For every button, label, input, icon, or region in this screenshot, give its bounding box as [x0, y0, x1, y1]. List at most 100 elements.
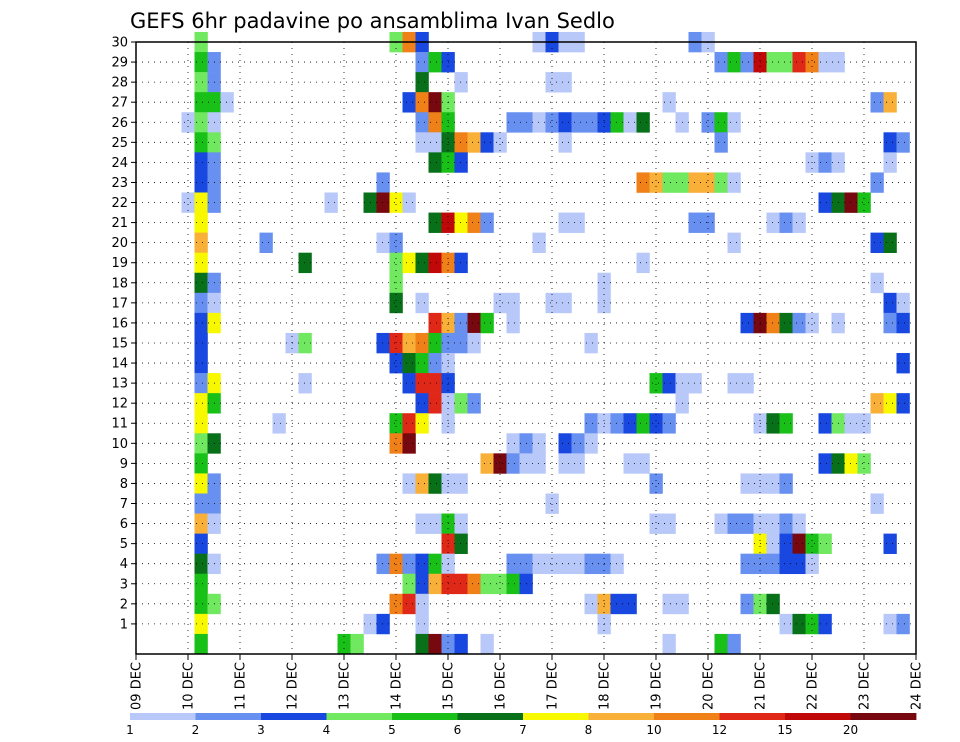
heatmap-cell — [428, 152, 442, 173]
x-tick-label: 15 DEC — [442, 662, 457, 710]
heatmap-cell — [428, 212, 442, 233]
heatmap-cell — [454, 152, 468, 173]
heatmap-cell — [454, 393, 468, 414]
heatmap-cell — [584, 112, 598, 133]
heatmap-cell — [766, 513, 780, 534]
y-tick-label: 6 — [120, 517, 128, 532]
heatmap-cell — [740, 553, 754, 575]
heatmap-cell — [194, 533, 208, 554]
x-tick-label: 19 DEC — [650, 662, 665, 710]
heatmap-cell — [662, 373, 676, 394]
heatmap-cell — [636, 112, 650, 133]
heatmap-cell — [506, 112, 520, 133]
heatmap-cell — [870, 172, 884, 193]
heatmap-cell — [480, 633, 494, 655]
heatmap-cell — [792, 553, 806, 575]
heatmap-cell — [194, 72, 208, 93]
heatmap-cell — [194, 493, 208, 514]
heatmap-cell — [194, 292, 208, 314]
heatmap-cell — [428, 473, 442, 494]
heatmap-cell — [701, 172, 715, 193]
heatmap-cell — [779, 613, 793, 635]
heatmap-cell — [818, 413, 832, 434]
heatmap-cell — [610, 413, 624, 434]
y-tick-label: 22 — [111, 196, 128, 211]
heatmap-cell — [688, 212, 702, 233]
heatmap-cell — [194, 353, 208, 374]
heatmap-cell — [857, 192, 871, 213]
heatmap-cell — [662, 633, 676, 655]
legend-swatch — [785, 713, 851, 720]
x-tick-label: 22 DEC — [806, 662, 821, 710]
heatmap-cell — [896, 393, 910, 414]
heatmap-cell — [727, 172, 741, 193]
heatmap-cell — [896, 132, 910, 153]
heatmap-cell — [480, 312, 494, 334]
heatmap-cell — [402, 353, 416, 374]
heatmap-cell — [428, 112, 442, 133]
heatmap-cell — [194, 413, 208, 434]
legend-label: 10 — [646, 723, 661, 737]
y-tick-label: 16 — [111, 316, 128, 331]
heatmap-cell — [259, 232, 273, 253]
heatmap-cell — [428, 513, 442, 534]
heatmap-cell — [415, 72, 429, 93]
heatmap-cell — [428, 633, 442, 655]
heatmap-cell — [766, 593, 780, 615]
legend-label: 5 — [388, 723, 396, 737]
heatmap-cell — [454, 473, 468, 494]
heatmap-cell — [584, 433, 598, 454]
heatmap-cell — [662, 172, 676, 193]
heatmap-cell — [389, 413, 403, 434]
heatmap-cell — [779, 513, 793, 534]
heatmap-cell — [415, 613, 429, 635]
heatmap-cell — [779, 212, 793, 233]
heatmap-cell — [415, 52, 429, 73]
x-tick-label: 10 DEC — [182, 662, 197, 710]
heatmap-cell — [181, 192, 195, 213]
heatmap-cell — [649, 473, 663, 494]
heatmap-cell — [415, 413, 429, 434]
heatmap-cell — [636, 172, 650, 193]
heatmap-cell — [740, 473, 754, 494]
heatmap-cell — [883, 152, 897, 173]
heatmap-cell — [701, 112, 715, 133]
heatmap-cell — [532, 232, 546, 253]
heatmap-cell — [545, 553, 559, 575]
heatmap-cell — [454, 573, 468, 595]
heatmap-cell — [883, 393, 897, 414]
heatmap-cell — [428, 373, 442, 394]
heatmap-cell — [740, 593, 754, 615]
heatmap-cell — [545, 112, 559, 133]
heatmap-cell — [740, 373, 754, 394]
heatmap-cell — [779, 473, 793, 494]
heatmap-cell — [402, 433, 416, 454]
heatmap-cell — [467, 212, 481, 233]
y-tick-label: 17 — [111, 296, 128, 311]
heatmap-cell — [714, 513, 728, 534]
heatmap-cell — [584, 413, 598, 434]
heatmap-cell — [467, 573, 481, 595]
legend-swatch — [850, 713, 917, 720]
heatmap-cell — [623, 112, 637, 133]
heatmap-cell — [532, 553, 546, 575]
chart-title: GEFS 6hr padavine po ansamblima Ivan Sed… — [130, 9, 615, 33]
heatmap-cell — [194, 312, 208, 334]
heatmap-cell — [558, 132, 572, 153]
heatmap-cell — [844, 453, 858, 474]
y-tick-label: 19 — [111, 256, 128, 271]
heatmap-cell — [727, 232, 741, 253]
y-tick-label: 12 — [111, 397, 128, 412]
heatmap-cell — [428, 132, 442, 153]
legend-label: 6 — [454, 723, 462, 737]
heatmap-cell — [818, 613, 832, 635]
heatmap-cell — [792, 513, 806, 534]
x-tick-label: 17 DEC — [546, 662, 561, 710]
legend-swatch — [523, 713, 589, 720]
heatmap-cell — [415, 593, 429, 615]
heatmap-cell — [194, 373, 208, 394]
y-axis: 1234567891011121314151617181920212223242… — [111, 36, 136, 632]
heatmap-cell — [402, 252, 416, 274]
heatmap-cell — [454, 212, 468, 233]
legend-label: 4 — [323, 723, 331, 737]
